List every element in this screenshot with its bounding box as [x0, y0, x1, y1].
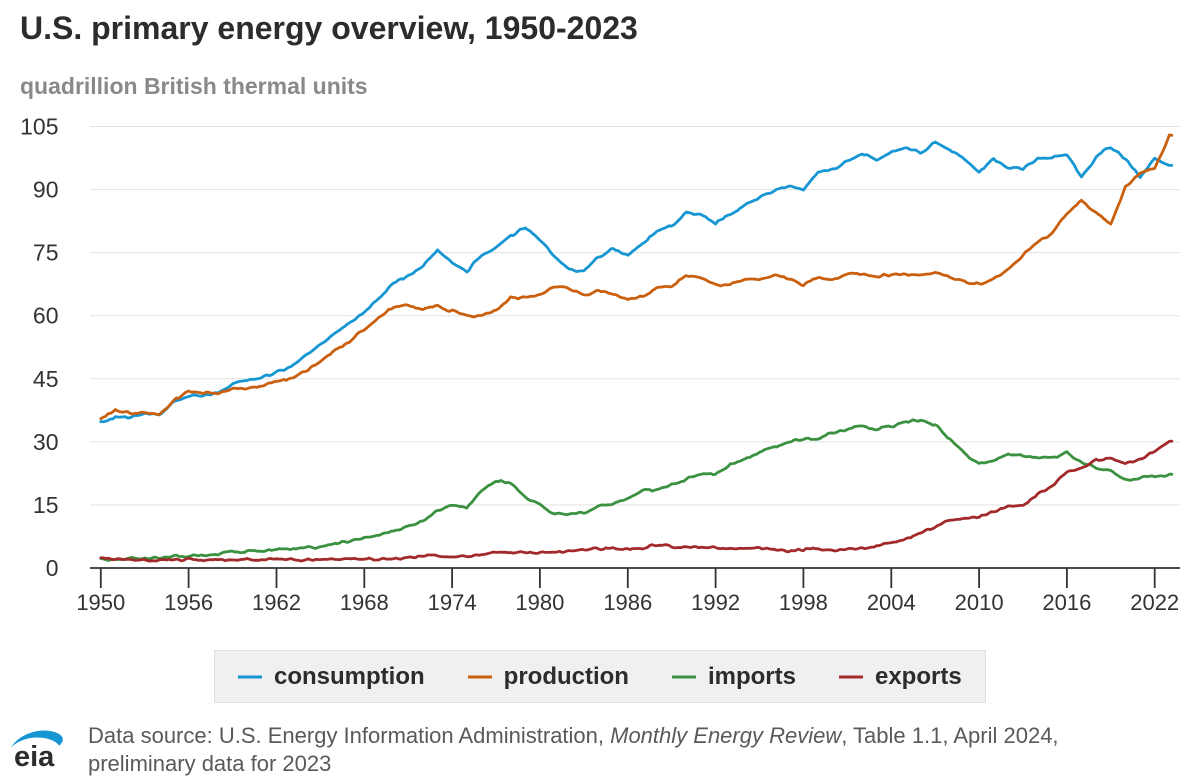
svg-text:60: 60: [33, 303, 59, 329]
svg-text:1962: 1962: [252, 590, 301, 615]
svg-text:75: 75: [33, 240, 59, 266]
svg-text:1998: 1998: [779, 590, 828, 615]
svg-text:1956: 1956: [164, 590, 213, 615]
svg-text:1968: 1968: [340, 590, 389, 615]
svg-text:90: 90: [33, 177, 59, 203]
svg-text:2022: 2022: [1130, 590, 1179, 615]
svg-text:15: 15: [33, 492, 59, 518]
svg-text:1980: 1980: [515, 590, 564, 615]
svg-text:105: 105: [20, 114, 58, 140]
svg-text:2010: 2010: [955, 590, 1004, 615]
svg-text:2004: 2004: [867, 590, 916, 615]
svg-text:30: 30: [33, 429, 59, 455]
svg-text:2016: 2016: [1042, 590, 1091, 615]
svg-text:0: 0: [46, 555, 59, 581]
svg-text:1992: 1992: [691, 590, 740, 615]
svg-text:1974: 1974: [428, 590, 477, 615]
svg-text:1950: 1950: [76, 590, 125, 615]
svg-text:1986: 1986: [603, 590, 652, 615]
svg-text:45: 45: [33, 366, 59, 392]
